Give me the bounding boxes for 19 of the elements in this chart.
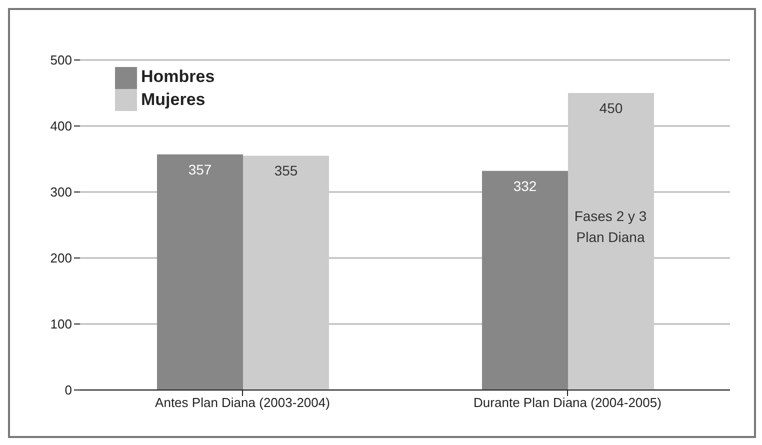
y-tick-label: 200 bbox=[50, 250, 72, 266]
data-label: 332 bbox=[513, 178, 537, 194]
y-tick-label: 300 bbox=[50, 184, 72, 200]
bar bbox=[157, 154, 243, 390]
x-tick-label: Antes Plan Diana (2003-2004) bbox=[155, 395, 330, 410]
bar bbox=[482, 170, 568, 390]
y-tick-label: 500 bbox=[50, 52, 72, 68]
bar bbox=[243, 156, 329, 390]
x-tick-label: Durante Plan Diana (2004-2005) bbox=[474, 395, 662, 410]
legend-label: Mujeres bbox=[141, 90, 206, 109]
data-label: 355 bbox=[274, 162, 298, 179]
y-tick-label: 400 bbox=[50, 118, 72, 134]
annotation: Fases 2 y 3 Plan Diana bbox=[574, 208, 647, 245]
bar bbox=[568, 93, 654, 390]
y-tick-label: 0 bbox=[64, 382, 72, 398]
data-label: 450 bbox=[599, 100, 623, 116]
y-tick-label: 100 bbox=[50, 316, 72, 332]
data-label: 357 bbox=[188, 161, 212, 178]
legend-label: Hombres bbox=[141, 67, 215, 86]
